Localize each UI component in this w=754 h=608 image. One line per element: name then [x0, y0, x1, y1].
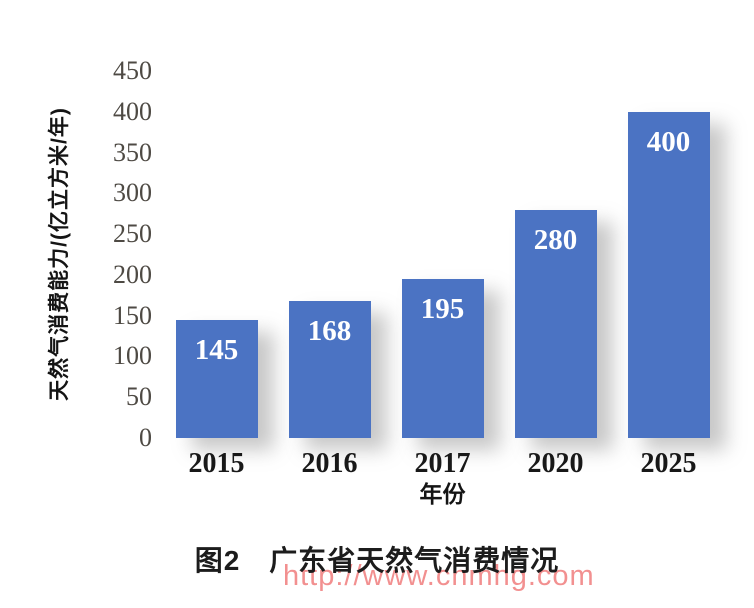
bar-2016: 168	[288, 301, 371, 438]
bar-2025: 400	[627, 111, 710, 438]
bar-value-label: 145	[194, 333, 239, 366]
y-tick-label: 250	[113, 219, 152, 249]
bar-value-label: 168	[307, 315, 352, 347]
y-tick-label: 150	[113, 300, 152, 330]
x-category-label: 2016	[301, 448, 358, 479]
x-category-label: 2015	[188, 448, 245, 479]
x-category-label: 2025	[640, 448, 697, 479]
bar-2015: 145	[175, 319, 258, 438]
bar-2020: 280	[514, 209, 597, 438]
bar-slot: 280	[499, 71, 612, 438]
y-tick-label: 300	[113, 178, 152, 208]
x-category-label: 2017	[414, 448, 471, 479]
plot-area: 145 168 195 280 400	[160, 71, 725, 438]
y-tick-label: 0	[139, 423, 152, 452]
bar-slot: 145	[160, 71, 273, 438]
y-tick-label: 200	[113, 259, 152, 289]
x-axis-labels: 2015 2016 2017 2020 2025	[160, 450, 725, 478]
x-category-label: 2020	[527, 448, 584, 479]
bar-slot: 400	[612, 71, 725, 438]
x-axis-title: 年份	[419, 481, 466, 507]
y-tick-label: 350	[113, 137, 152, 167]
y-tick-label: 400	[113, 96, 152, 126]
y-axis-ticks: 450 400 350 300 250 200 150 100 50 0	[0, 58, 152, 451]
watermark-url: http://www.cnmhg.com	[283, 560, 595, 592]
bar-2017: 195	[401, 278, 484, 438]
bar-value-label: 400	[646, 125, 691, 158]
figure-caption: 图2 广东省天然气消费情况	[194, 545, 560, 576]
bar-value-label: 280	[533, 223, 578, 256]
bar-value-label: 195	[420, 292, 465, 325]
bar-slot: 195	[386, 71, 499, 438]
y-tick-label: 50	[126, 382, 152, 412]
y-tick-label: 450	[113, 56, 152, 85]
bar-slot: 168	[273, 71, 386, 438]
y-tick-label: 100	[113, 341, 152, 371]
